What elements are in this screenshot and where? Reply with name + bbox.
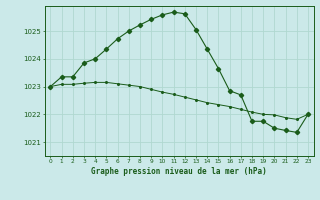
X-axis label: Graphe pression niveau de la mer (hPa): Graphe pression niveau de la mer (hPa) [91, 167, 267, 176]
